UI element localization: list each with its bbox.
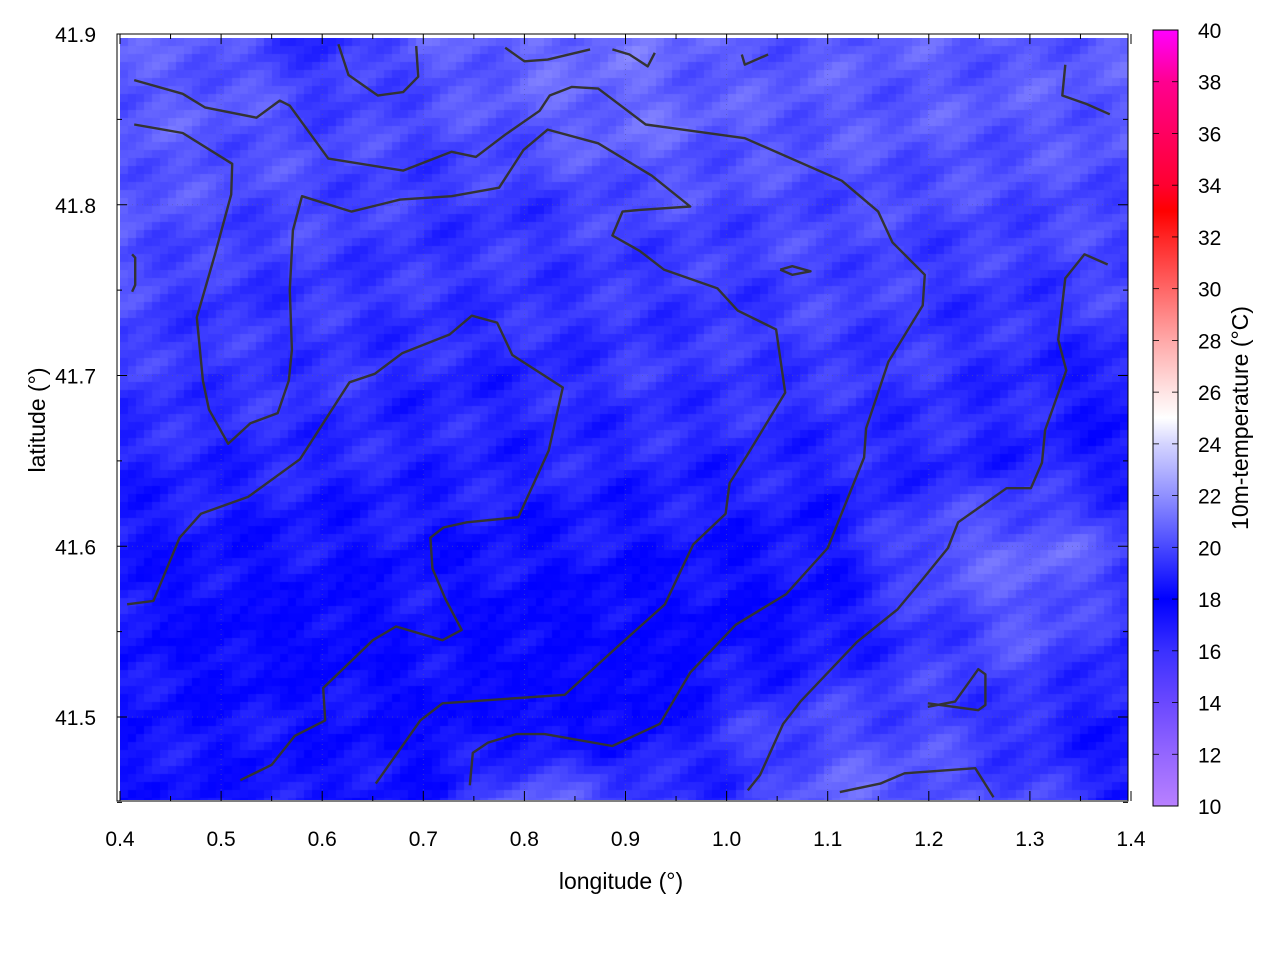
x-tick-label: 1.3: [1015, 828, 1044, 851]
x-tick-label: 0.7: [409, 828, 438, 851]
contour-line: [126, 314, 564, 782]
colorbar-tick-label: 26: [1198, 382, 1221, 405]
contour-line: [133, 123, 787, 785]
x-tick-label: 0.4: [105, 828, 135, 851]
x-tick-label: 0.5: [206, 828, 235, 851]
y-tick-label: 41.7: [55, 366, 96, 389]
colorbar-tick-label: 18: [1198, 589, 1221, 612]
contour-line: [839, 767, 995, 798]
colorbar-tick-label: 32: [1198, 227, 1221, 250]
contour-line: [133, 78, 926, 786]
colorbar-tick-label: 34: [1198, 175, 1222, 198]
contour-line: [927, 668, 987, 712]
x-axis-label: longitude (°): [559, 868, 683, 894]
contour-line: [612, 48, 656, 68]
y-tick-label: 41.8: [55, 195, 96, 218]
colorbar-tick-label: 14: [1198, 693, 1222, 716]
x-tick-label: 1.2: [914, 828, 943, 851]
colorbar-tick-label: 30: [1198, 279, 1221, 302]
colorbar-tick-label: 24: [1198, 434, 1222, 457]
x-tick-label: 0.9: [611, 828, 640, 851]
colorbar-tick-label: 22: [1198, 486, 1221, 509]
contour-lines: [126, 43, 1111, 798]
contour-line: [779, 265, 812, 276]
plot-frame: [116, 33, 1129, 802]
temperature-heatmap: [120, 38, 1128, 800]
colorbar-axis: 10 12 14 16 18 20 22 24 26 28 30 32 34 36 38 40: [1153, 20, 1222, 819]
colorbar-tick-label: 16: [1198, 641, 1221, 664]
x-tick-label: 1.4: [1116, 828, 1146, 851]
contour-line: [1061, 64, 1111, 116]
y-axis-label: latitude (°): [24, 367, 50, 472]
colorbar-tick-label: 28: [1198, 330, 1221, 353]
colorbar-tick-label: 38: [1198, 72, 1221, 95]
contour-line: [740, 53, 769, 66]
colorbar-tick-label: 20: [1198, 537, 1221, 560]
colorbar: [1152, 29, 1179, 807]
grid-lines: [117, 34, 1128, 801]
y-tick-label: 41.5: [55, 707, 96, 730]
contour-line: [337, 43, 420, 97]
x-tick-label: 0.6: [308, 828, 337, 851]
colorbar-tick-label: 12: [1198, 744, 1221, 767]
colorbar-tick-label: 10: [1198, 796, 1221, 819]
x-tick-label: 1.1: [813, 828, 842, 851]
y-tick-label: 41.6: [55, 536, 96, 559]
colorbar-tick-label: 40: [1198, 20, 1221, 43]
contour-line: [504, 46, 591, 63]
axes: 0.4 0.5 0.6 0.7 0.8 0.9 1.0 1.1 1.2 1.3 1.4 41.5 41.…: [55, 24, 1146, 851]
colorbar-label: 10m-temperature (°C): [1227, 306, 1253, 530]
x-tick-label: 1.0: [712, 828, 741, 851]
y-tick-label: 41.9: [55, 24, 96, 47]
x-tick-label: 0.8: [510, 828, 539, 851]
contour-line: [131, 253, 137, 293]
colorbar-tick-label: 36: [1198, 123, 1221, 146]
contour-line: [746, 253, 1109, 792]
